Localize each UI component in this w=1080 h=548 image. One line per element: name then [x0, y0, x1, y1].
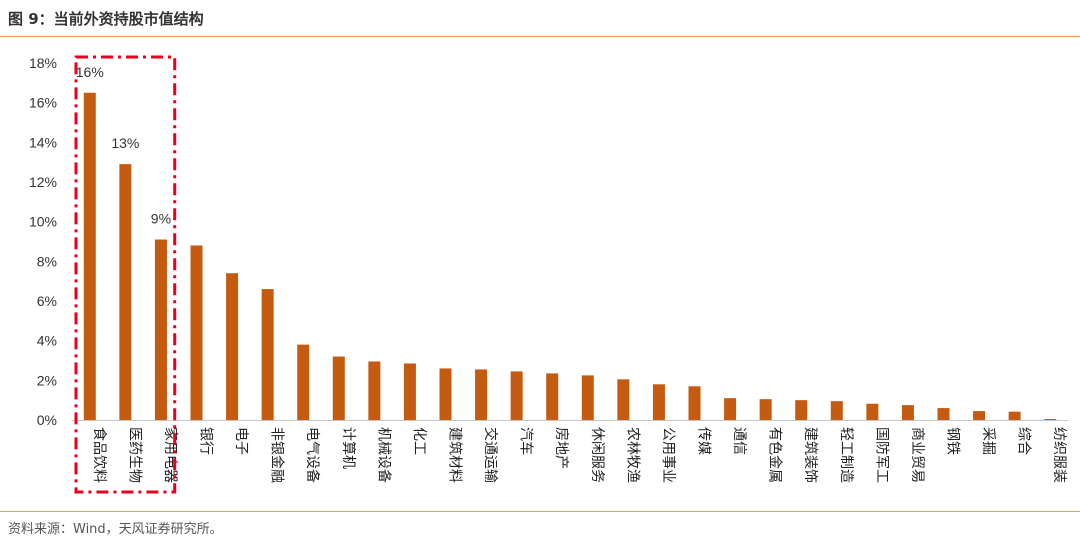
x-tick-label: 通信 — [731, 427, 747, 455]
x-tick-label: 休闲服务 — [589, 427, 605, 483]
bar — [688, 386, 701, 420]
x-tick-label: 房地产 — [553, 427, 569, 469]
bar — [226, 273, 239, 420]
x-tick-label: 有色金属 — [767, 427, 784, 483]
x-tick-label: 综合 — [1016, 427, 1032, 455]
x-tick-label: 轻工制造 — [838, 427, 854, 483]
y-tick-label: 8% — [37, 253, 57, 269]
bar — [475, 369, 488, 420]
y-tick-label: 0% — [37, 412, 57, 428]
bar — [439, 368, 452, 420]
bar — [617, 379, 630, 420]
bar — [510, 371, 523, 420]
bar — [937, 408, 950, 420]
x-tick-label: 银行 — [198, 427, 214, 455]
bar — [866, 403, 879, 420]
bar — [795, 400, 808, 420]
bar — [368, 361, 381, 420]
x-tick-label: 电气设备 — [304, 427, 321, 483]
x-tick-label: 建筑材料 — [447, 427, 463, 483]
source-note: 资料来源：Wind，天风证券研究所。 — [8, 522, 223, 537]
bar — [332, 356, 345, 420]
x-tick-label: 传媒 — [696, 427, 712, 455]
x-tick-label: 计算机 — [340, 427, 356, 469]
bar — [546, 373, 559, 420]
bar — [581, 375, 594, 420]
source-divider — [0, 511, 1080, 512]
y-tick-label: 18% — [29, 55, 57, 71]
highlight-box — [74, 55, 177, 494]
y-tick-label: 4% — [37, 333, 57, 349]
x-tick-label: 家用电器 — [162, 427, 179, 483]
data-label: 13% — [111, 135, 139, 151]
bar — [830, 401, 843, 420]
bar — [403, 363, 416, 420]
x-tick-label: 机械设备 — [375, 427, 392, 483]
x-tick-label: 纺织服装 — [1051, 427, 1067, 483]
data-label: 16% — [76, 64, 104, 80]
bar — [652, 384, 665, 420]
x-tick-label: 化工 — [411, 427, 427, 455]
bar — [83, 92, 96, 420]
bar — [261, 289, 274, 420]
x-tick-label: 汽车 — [518, 427, 535, 455]
y-tick-label: 14% — [29, 134, 57, 150]
x-tick-label: 食品饮料 — [91, 427, 108, 483]
x-tick-label: 国防军工 — [873, 427, 889, 483]
figure-title: 图 9：当前外资持股市值结构 — [8, 10, 204, 28]
x-tick-label: 农林牧渔 — [624, 427, 640, 483]
x-tick-label: 公用事业 — [660, 427, 676, 483]
x-tick-label: 非银金融 — [269, 427, 285, 483]
x-tick-label: 钢铁 — [945, 427, 961, 455]
bar — [1008, 411, 1021, 420]
bar — [724, 398, 737, 420]
x-tick-label: 医药生物 — [126, 427, 142, 483]
y-tick-label: 12% — [29, 174, 57, 190]
bar — [759, 399, 772, 420]
y-tick-label: 2% — [37, 372, 57, 388]
bar — [119, 164, 132, 420]
y-tick-label: 16% — [29, 95, 57, 111]
x-tick-label: 采掘 — [980, 427, 996, 455]
bar — [973, 411, 986, 420]
bar — [154, 239, 167, 420]
title-divider — [0, 36, 1080, 37]
x-tick-label: 交通运输 — [482, 427, 499, 483]
x-tick-label: 建筑装饰 — [802, 427, 818, 483]
y-tick-label: 6% — [37, 293, 57, 309]
x-tick-label: 商业贸易 — [909, 427, 925, 483]
data-label: 9% — [151, 211, 171, 227]
bar — [190, 245, 203, 420]
y-tick-label: 10% — [29, 214, 57, 230]
x-tick-label: 电子 — [233, 427, 249, 455]
bar — [901, 405, 914, 420]
bar — [1044, 419, 1057, 420]
bar — [297, 344, 310, 420]
